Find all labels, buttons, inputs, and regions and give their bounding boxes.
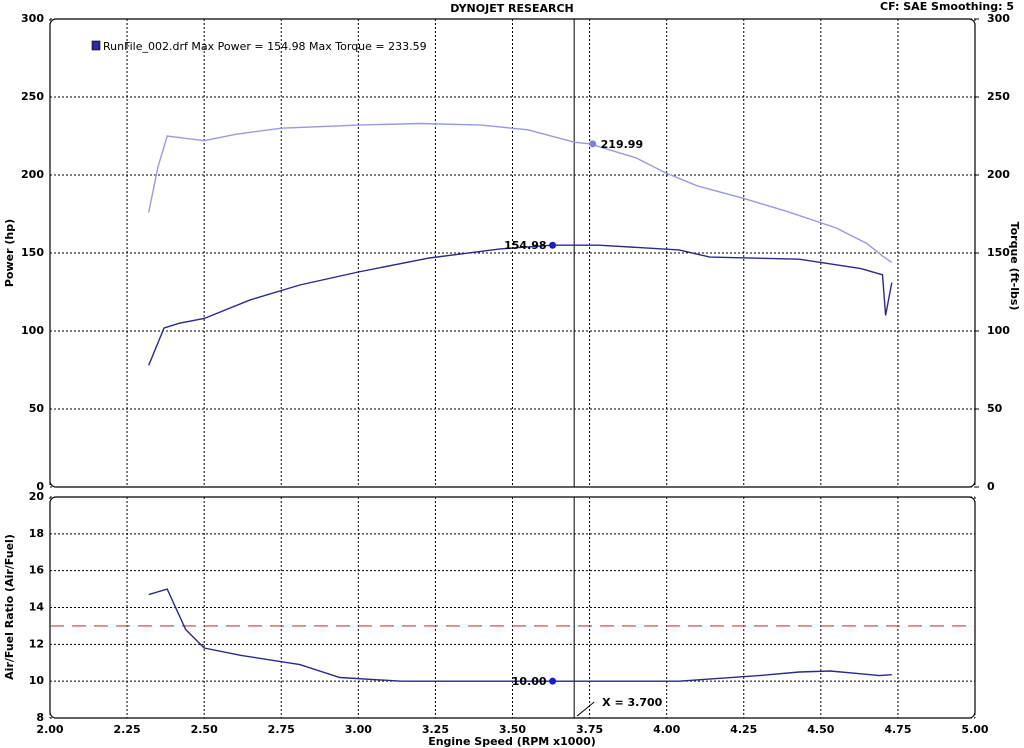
- y2-tick-label: 250: [987, 90, 1010, 103]
- series-line: [148, 588, 892, 682]
- y-tick-label: 150: [21, 246, 44, 259]
- x-tick-label: 4.50: [807, 723, 834, 736]
- x-tick-label: 3.50: [499, 723, 526, 736]
- series-line: [148, 244, 893, 366]
- x-tick-label: 4.75: [884, 723, 911, 736]
- annotation-label: 154.98: [504, 239, 546, 252]
- x-axis-label: Engine Speed (RPM x1000): [428, 735, 596, 748]
- annotation-marker: [549, 241, 557, 249]
- y-axis-label: Power (hp): [3, 219, 16, 287]
- cursor-label: X = 3.700: [602, 696, 662, 709]
- x-tick-label: 4.25: [730, 723, 757, 736]
- y-tick-label: 12: [29, 637, 44, 650]
- x-tick-label: 4.00: [653, 723, 680, 736]
- x-tick-label: 3.25: [422, 723, 449, 736]
- cursor-pointer: [576, 701, 595, 717]
- annotation-label: 219.99: [601, 138, 643, 151]
- y-tick-label: 16: [29, 564, 45, 577]
- annotation-label: 10.00: [512, 675, 547, 688]
- y-tick-label: 250: [21, 90, 44, 103]
- y-tick-label: 8: [36, 711, 44, 724]
- y2-tick-label: 200: [987, 168, 1010, 181]
- chart-title: DYNOJET RESEARCH: [450, 2, 573, 15]
- x-tick-label: 2.50: [191, 723, 218, 736]
- y-axis-label: Air/Fuel Ratio (Air/Fuel): [3, 534, 16, 680]
- y-tick-label: 14: [29, 601, 45, 614]
- y-tick-label: 200: [21, 168, 44, 181]
- y-tick-label: 300: [21, 12, 44, 25]
- y-tick-label: 10: [29, 674, 45, 687]
- x-tick-label: 3.00: [345, 723, 372, 736]
- annotation-marker: [549, 677, 557, 685]
- x-tick-label: 2.00: [36, 723, 63, 736]
- x-tick-label: 2.25: [114, 723, 141, 736]
- y-tick-label: 0: [36, 480, 44, 493]
- y-tick-label: 100: [21, 324, 44, 337]
- annotation-marker: [589, 140, 597, 148]
- y-tick-label: 50: [29, 402, 45, 415]
- legend-label: RunFile_002.drf Max Power = 154.98 Max T…: [103, 40, 427, 53]
- chart-subtitle: CF: SAE Smoothing: 5: [880, 0, 1014, 13]
- x-tick-label: 3.75: [576, 723, 603, 736]
- y2-axis-label: Torque (ft-lbs): [1008, 222, 1021, 311]
- y-tick-label: 20: [29, 490, 45, 503]
- series-line: [148, 122, 893, 263]
- y2-tick-label: 100: [987, 324, 1010, 337]
- y2-tick-label: 50: [987, 402, 1003, 415]
- y2-tick-label: 300: [987, 12, 1010, 25]
- y-tick-label: 18: [29, 527, 44, 540]
- legend-swatch: [91, 40, 101, 51]
- y2-tick-label: 0: [987, 480, 995, 493]
- x-tick-label: 5.00: [961, 723, 988, 736]
- x-tick-label: 2.75: [268, 723, 295, 736]
- y2-tick-label: 150: [987, 246, 1010, 259]
